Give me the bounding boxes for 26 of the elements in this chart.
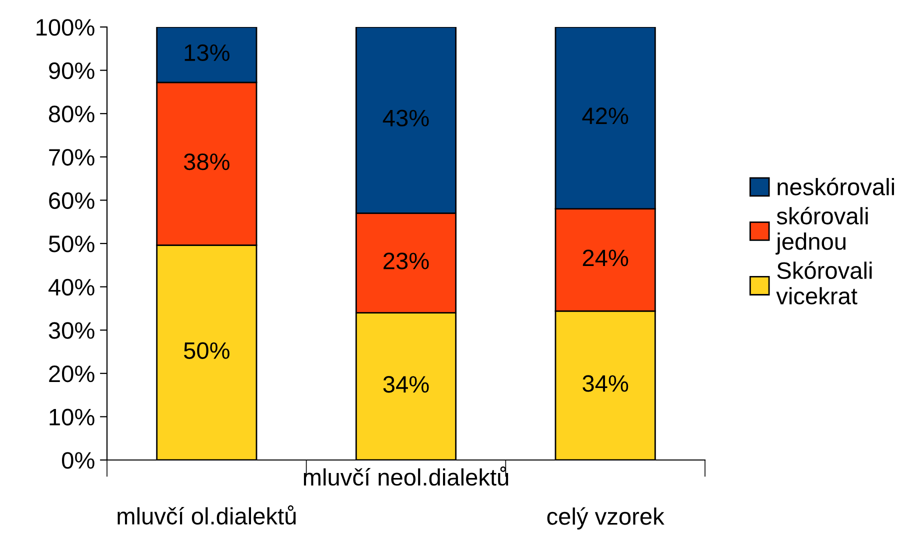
legend-label: neskórovali <box>778 178 894 196</box>
data-label: 38% <box>184 153 230 170</box>
y-tick-label: 60% <box>49 192 94 209</box>
y-tick-label: 50% <box>48 236 94 252</box>
y-tick-label: 20% <box>49 365 94 382</box>
data-label: 43% <box>382 110 429 126</box>
y-tick-label: 30% <box>48 322 94 339</box>
x-tick-label: celý vzorek <box>547 507 664 530</box>
y-tick-label: 10% <box>50 408 94 426</box>
x-tick-label: mluvčí ol.dialektů <box>118 505 296 525</box>
data-label: 13% <box>184 44 230 62</box>
y-tick-label: 70% <box>49 148 94 166</box>
legend-label: skórovali jednou <box>776 206 868 255</box>
data-label: 23% <box>384 252 429 270</box>
data-label: 34% <box>383 376 429 393</box>
data-label: 50% <box>184 342 230 359</box>
x-tick-label: mluvčí neol.dialektů <box>304 466 508 486</box>
y-tick-label: 90% <box>49 62 94 80</box>
data-label: 34% <box>582 375 628 392</box>
legend-label: Skórovali vicekrat <box>776 261 872 304</box>
y-tick-label: 80% <box>48 106 94 122</box>
y-tick-label: 0% <box>62 452 94 469</box>
y-tick-label: 40% <box>48 278 94 296</box>
y-tick-label: 100% <box>36 19 94 36</box>
data-label: 24% <box>582 250 628 266</box>
data-label: 42% <box>582 108 628 124</box>
